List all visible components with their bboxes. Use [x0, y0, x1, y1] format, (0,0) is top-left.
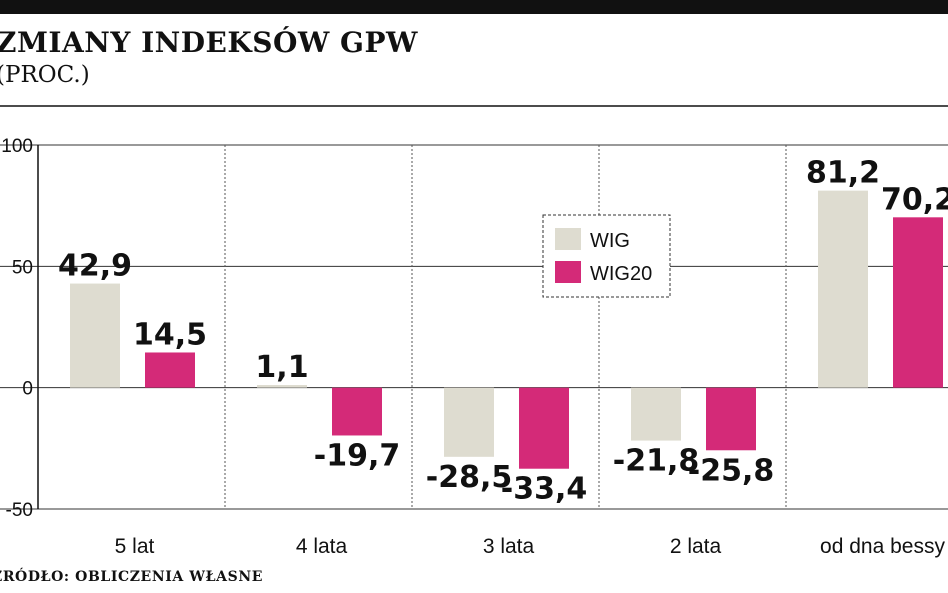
bar-wig-3 [631, 387, 681, 441]
top-bar [0, 0, 948, 14]
data-label-wig-2: -28,5 [426, 460, 512, 495]
x-category-label: 3 lata [483, 535, 535, 558]
data-label-wig-1: 1,1 [255, 350, 308, 385]
x-category-label: 4 lata [296, 535, 348, 558]
legend-label-wig20: WIG20 [590, 263, 652, 285]
x-category-label: od dna bessy [820, 535, 945, 558]
bar-wig20-3 [706, 387, 756, 451]
data-label-wig20-0: 14,5 [133, 317, 207, 352]
bar-wig-0 [70, 283, 120, 388]
source-note: ŹRÓDŁO: OBLICZENIA WŁASNE [0, 569, 264, 585]
x-category-label: 5 lat [115, 535, 155, 558]
bar-wig-1 [257, 384, 307, 388]
data-label-wig-4: 81,2 [806, 156, 880, 191]
y-tick-label: 50 [12, 257, 33, 278]
bar-wig20-2 [519, 387, 569, 469]
data-label-wig20-2: -33,4 [501, 472, 587, 507]
y-tick-label: 100 [1, 136, 33, 157]
y-tick-label: 0 [22, 379, 33, 400]
bar-wig20-1 [332, 387, 382, 436]
y-tick-label: -50 [6, 500, 33, 521]
legend-swatch-wig [555, 228, 581, 250]
bar-wig-4 [818, 190, 868, 388]
x-category-label: 2 lata [670, 535, 722, 558]
data-label-wig-0: 42,9 [58, 249, 132, 284]
legend-label-wig: WIG [590, 230, 630, 252]
data-label-wig20-1: -19,7 [314, 438, 400, 473]
bar-wig20-0 [145, 352, 195, 388]
bar-wig20-4 [893, 217, 943, 388]
chart-subtitle: (PROC.) [0, 62, 90, 88]
chart-title: ZMIANY INDEKSÓW GPW [0, 26, 418, 59]
data-label-wig20-3: -25,8 [688, 453, 774, 488]
data-label-wig20-4: 70,2 [881, 182, 948, 217]
data-label-wig-3: -21,8 [613, 444, 699, 479]
legend-swatch-wig20 [555, 261, 581, 283]
bar-wig-2 [444, 387, 494, 457]
